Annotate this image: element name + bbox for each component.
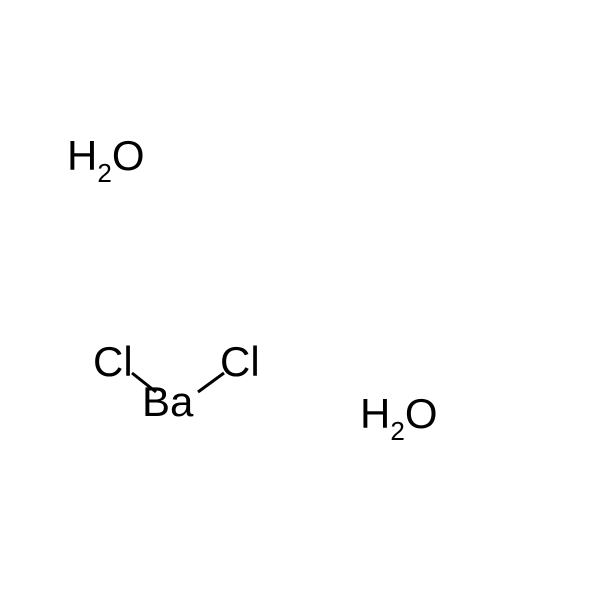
chlorine-left: Cl	[93, 338, 133, 386]
subscript-2: 2	[97, 158, 111, 188]
cl-label: Cl	[93, 338, 133, 385]
barium-center: Ba	[142, 378, 193, 426]
o-label: O	[405, 390, 438, 437]
water-right: H2O	[360, 390, 438, 438]
cl-label: Cl	[220, 338, 260, 385]
subscript-2: 2	[390, 416, 404, 446]
o-label: O	[112, 132, 145, 179]
bond-lines	[0, 0, 600, 600]
chlorine-right: Cl	[220, 338, 260, 386]
h-label: H	[360, 390, 390, 437]
h-label: H	[67, 132, 97, 179]
water-top: H2O	[67, 132, 145, 180]
ba-label: Ba	[142, 378, 193, 425]
